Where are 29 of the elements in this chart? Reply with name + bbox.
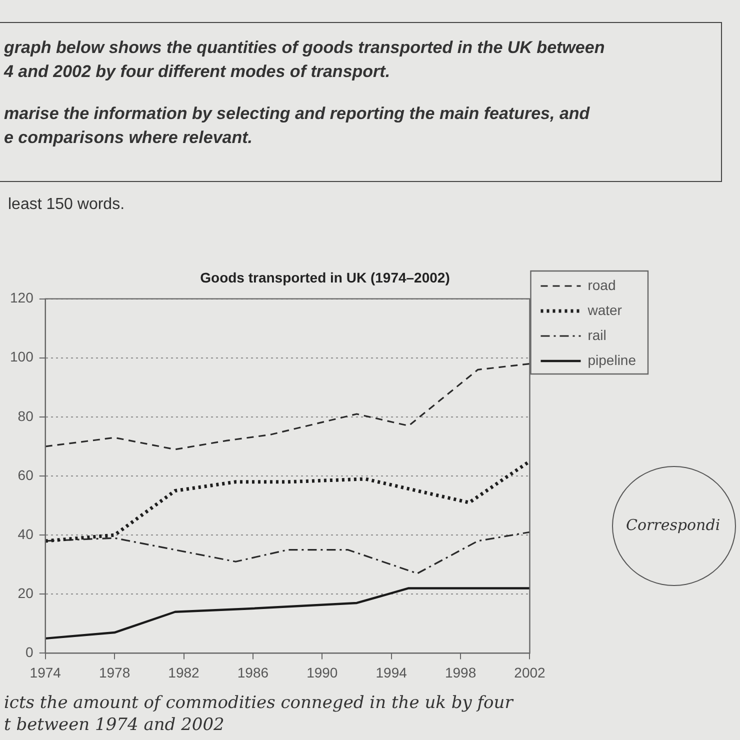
x-tick-label: 1998 <box>444 664 476 680</box>
x-tick-label: 2002 <box>514 664 546 680</box>
text: least 150 words. <box>8 196 125 214</box>
x-tick-label: 1986 <box>237 664 269 680</box>
text: e comparisons where relevant. <box>4 128 252 148</box>
text: 4 and 2002 by four different modes of transport. <box>4 62 390 82</box>
y-tick-label: 20 <box>18 584 34 601</box>
y-tick-label: 40 <box>18 526 34 542</box>
legend-label: pipeline <box>588 352 636 368</box>
chart-title: Goods transported in UK (1974–2002) <box>200 269 450 286</box>
y-tick-label: 100 <box>10 348 34 365</box>
x-tick-label: 1982 <box>168 664 200 680</box>
legend-label: road <box>588 276 616 293</box>
legend-label: water <box>586 302 622 318</box>
x-tick-label: 1990 <box>306 664 338 680</box>
text: icts the amount of commodities conneged in the uk by four <box>4 693 513 713</box>
legend-label: rail <box>588 326 606 343</box>
text: t between 1974 and 2002 <box>4 715 224 735</box>
text: graph below shows the quantities of goods transported in the UK between <box>4 38 605 58</box>
text: marise the information by selecting and reporting the main features, and <box>4 104 590 124</box>
x-tick-label: 1978 <box>98 664 130 680</box>
x-tick-label: 1974 <box>30 664 62 680</box>
line-series <box>45 362 530 450</box>
y-tick-label: 0 <box>26 644 34 660</box>
y-tick-label: 120 <box>10 290 34 306</box>
text: Correspondi <box>626 516 720 534</box>
x-tick-label: 1994 <box>376 664 408 680</box>
y-tick-label: 60 <box>18 466 34 483</box>
y-tick-label: 80 <box>18 408 34 424</box>
